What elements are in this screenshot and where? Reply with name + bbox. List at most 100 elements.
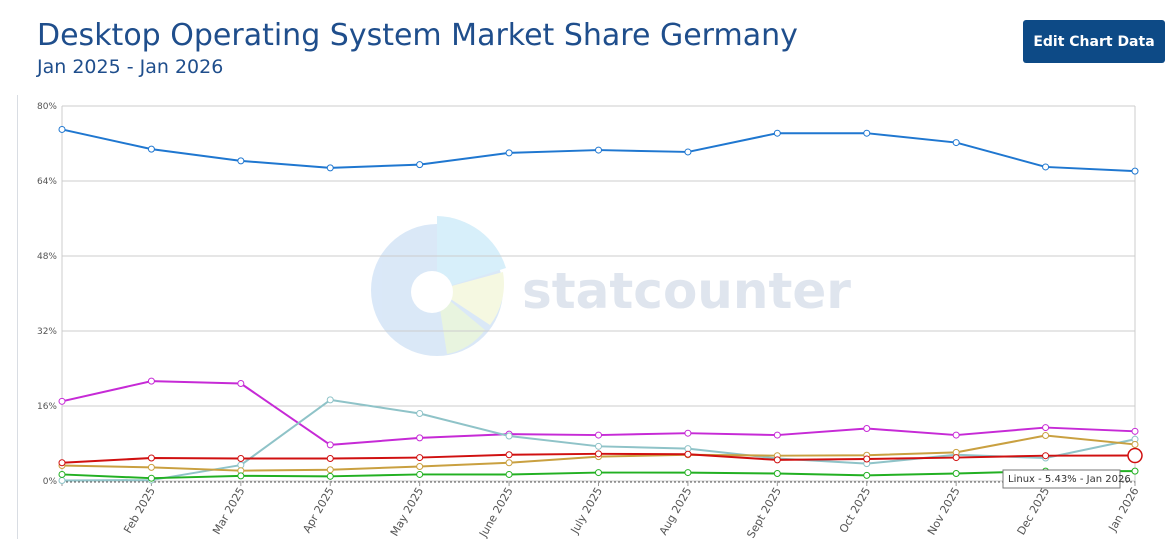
series-lines — [58, 125, 1143, 485]
data-point-linux[interactable] — [863, 455, 871, 463]
data-point-windows[interactable] — [416, 161, 424, 169]
data-point-other[interactable] — [863, 471, 871, 479]
data-point-windows[interactable] — [595, 146, 602, 154]
data-point-windows[interactable] — [58, 125, 66, 133]
x-tick-label: July 2025 — [568, 485, 605, 537]
data-point-other[interactable] — [505, 470, 513, 478]
x-tick-label: Mar 2025 — [210, 485, 247, 537]
watermark-text: statcounter — [522, 262, 851, 320]
data-point-linux[interactable] — [505, 451, 513, 459]
data-point-macos[interactable] — [1042, 424, 1050, 432]
data-point-unknown[interactable] — [326, 396, 334, 404]
data-point-other[interactable] — [147, 474, 155, 482]
x-tick-label: June 2025 — [476, 485, 515, 539]
statcounter-watermark: statcounter — [371, 216, 851, 356]
data-point-unknown[interactable] — [505, 432, 513, 440]
x-tick-label: Sept 2025 — [744, 485, 784, 539]
data-point-macos[interactable] — [58, 397, 66, 405]
y-axis: 0% 16% 32% 48% 64% 80% — [37, 102, 57, 487]
data-point-unknown[interactable] — [684, 445, 692, 453]
x-tick-label: May 2025 — [388, 485, 426, 538]
data-point-chromeos[interactable] — [505, 459, 513, 467]
y-tick-label: 64% — [37, 177, 57, 187]
data-point-linux[interactable] — [595, 450, 602, 458]
data-point-macos[interactable] — [416, 434, 424, 442]
data-point-windows[interactable] — [1042, 163, 1050, 171]
data-point-windows[interactable] — [505, 149, 513, 157]
data-point-windows[interactable] — [952, 139, 960, 147]
y-tick-label: 48% — [37, 252, 57, 262]
data-point-other[interactable] — [237, 472, 245, 480]
x-tick-label: Apr 2025 — [300, 485, 337, 535]
data-point-macos[interactable] — [147, 377, 155, 385]
series-linux — [58, 450, 1139, 467]
page-title: Desktop Operating System Market Share Ge… — [37, 18, 798, 53]
y-tick-label: 16% — [37, 402, 57, 412]
data-point-chromeos[interactable] — [1042, 432, 1050, 440]
data-point-linux[interactable] — [58, 459, 66, 467]
data-point-linux[interactable] — [684, 450, 692, 458]
tooltip-box — [1002, 469, 1121, 489]
date-range-subtitle: Jan 2025 - Jan 2026 — [37, 56, 224, 78]
statcounter-logo — [371, 216, 506, 356]
data-point-chromeos[interactable] — [147, 463, 155, 471]
x-tick-label: Dec 2025 — [1015, 485, 1053, 537]
tooltip-text: Linux - 5.43% - Jan 2026 — [1008, 474, 1131, 485]
data-point-other[interactable] — [58, 470, 66, 478]
data-point-windows[interactable] — [326, 164, 334, 172]
edit-chart-data-button[interactable]: Edit Chart Data — [1023, 20, 1165, 63]
data-point-chromeos[interactable] — [416, 462, 424, 470]
data-point-windows[interactable] — [237, 157, 245, 165]
data-point-macos[interactable] — [684, 429, 692, 437]
data-point-other[interactable] — [416, 470, 424, 478]
data-point-linux[interactable] — [237, 455, 245, 462]
panel-border — [17, 95, 18, 539]
data-point-other[interactable] — [952, 470, 960, 477]
data-point-chromeos[interactable] — [1131, 440, 1139, 448]
data-point-macos[interactable] — [773, 431, 781, 439]
data-point-linux[interactable] — [773, 456, 781, 464]
y-tick-label: 32% — [37, 327, 57, 337]
data-point-linux[interactable] — [326, 455, 334, 462]
series-line-unknown — [61, 398, 1136, 482]
y-tick-label: 0% — [43, 477, 58, 487]
series-other — [58, 467, 1139, 482]
series-macos — [58, 377, 1139, 449]
highlighted-data-point[interactable] — [1127, 447, 1143, 464]
data-point-macos[interactable] — [326, 441, 334, 449]
x-tick-label: Aug 2025 — [657, 485, 695, 537]
data-point-macos[interactable] — [952, 431, 960, 439]
gridlines — [61, 105, 1136, 486]
data-point-other[interactable] — [595, 469, 602, 477]
series-windows — [58, 125, 1139, 175]
data-point-other[interactable] — [1131, 467, 1139, 475]
data-point-unknown[interactable] — [595, 442, 602, 450]
data-point-macos[interactable] — [1131, 427, 1139, 435]
data-point-unknown[interactable] — [58, 477, 66, 485]
data-point-windows[interactable] — [684, 148, 692, 156]
data-point-other[interactable] — [326, 472, 334, 480]
data-point-macos[interactable] — [595, 431, 602, 439]
data-point-chromeos[interactable] — [326, 466, 334, 474]
data-point-windows[interactable] — [147, 145, 155, 153]
data-point-macos[interactable] — [863, 425, 871, 432]
data-point-linux[interactable] — [147, 454, 155, 462]
data-point-unknown[interactable] — [416, 410, 424, 417]
x-tick-label: Feb 2025 — [121, 485, 158, 536]
data-point-other[interactable] — [684, 469, 692, 477]
data-point-linux[interactable] — [952, 454, 960, 462]
hover-tooltip: Linux - 5.43% - Jan 2026 — [1002, 469, 1131, 489]
data-point-linux[interactable] — [416, 454, 424, 462]
data-point-unknown[interactable] — [237, 461, 245, 469]
data-point-macos[interactable] — [237, 380, 245, 387]
x-tick-label: Oct 2025 — [837, 485, 874, 535]
data-point-windows[interactable] — [1131, 167, 1139, 175]
data-point-windows[interactable] — [863, 129, 871, 137]
x-tick-label: Jan 2026 — [1106, 485, 1142, 534]
data-point-windows[interactable] — [773, 129, 781, 137]
data-point-other[interactable] — [773, 470, 781, 477]
x-tick-label: Nov 2025 — [925, 485, 963, 537]
y-tick-label: 80% — [37, 102, 57, 112]
data-point-linux[interactable] — [1042, 452, 1050, 460]
